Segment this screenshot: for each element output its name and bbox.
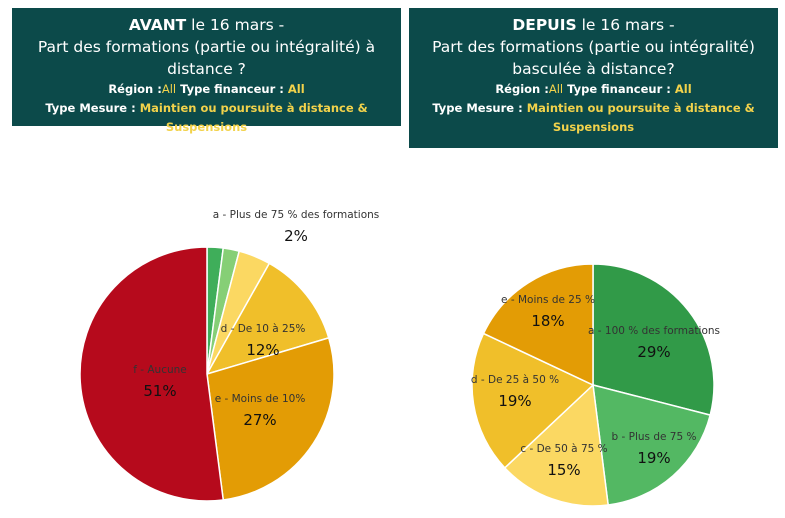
right-mesure-line: Type Mesure : Maintien ou poursuite à di…: [432, 101, 755, 115]
left-mesure-line: Type Mesure : Maintien ou poursuite à di…: [45, 101, 368, 134]
right-region-value[interactable]: All: [548, 82, 564, 96]
right-mesure-value[interactable]: Maintien ou poursuite à distance &: [526, 101, 755, 115]
chart1-slice-1-label: a - Plus de 75 % des formations: [213, 209, 380, 221]
chart2-slice-4-pct: 19%: [498, 392, 531, 410]
right-title-line1: DEPUIS le 16 mars -: [512, 16, 675, 34]
left-region-value[interactable]: All: [161, 82, 177, 96]
chart2-slice-3[interactable]: [503, 383, 610, 507]
left-title-line2: Part des formations (partie ou intégrali…: [37, 38, 376, 56]
chart2-slice-2-label: b - Plus de 75 %: [612, 431, 697, 443]
chart1-slice-1-pct: 2%: [284, 227, 308, 245]
right-chart-header: DEPUIS le 16 mars - Part des formations …: [409, 8, 778, 148]
chart2-slice-1[interactable]: [592, 263, 715, 417]
chart2-slice-1-pct: 29%: [637, 343, 670, 361]
left-title-line3: distance ?: [167, 60, 246, 78]
chart2-slice-1-label: a - 100 % des formations: [588, 325, 720, 337]
chart2-slice-5-pct: 18%: [531, 312, 564, 330]
chart1-slice-4-pct: 12%: [246, 341, 279, 359]
chart2-slice-4-label: d - De 25 à 50 %: [471, 374, 559, 386]
chart2-slice-2-pct: 19%: [637, 449, 670, 467]
left-financeur-value[interactable]: All: [287, 82, 305, 96]
chart1-slice-5-pct: 27%: [243, 411, 276, 429]
chart2-slice-5[interactable]: [482, 263, 594, 387]
chart1-slice-5[interactable]: [206, 336, 335, 501]
chart1-slice-4-label: d - De 10 à 25%: [221, 323, 306, 335]
chart2-slice-3-pct: 15%: [547, 461, 580, 479]
chart1-slice-6-label: f - Aucune: [133, 364, 187, 376]
right-title-line3: basculée à distance?: [512, 60, 675, 78]
left-filter-line: Région :All Type financeur : All: [108, 82, 305, 96]
right-filter-line: Région :All Type financeur : All: [495, 82, 692, 96]
chart2-slice-5-label: e - Moins de 25 %: [501, 294, 595, 306]
chart1-slice-6[interactable]: [79, 246, 225, 502]
chart2-slice-4[interactable]: [471, 332, 595, 469]
right-title-line2: Part des formations (partie ou intégrali…: [432, 38, 755, 56]
chart2-slice-3-label: c - De 50 à 75 %: [520, 443, 607, 455]
chart1-slice-5-label: e - Moins de 10%: [215, 393, 306, 405]
right-mesure-value-cont[interactable]: Suspensions: [552, 120, 635, 134]
chart2-slice-2[interactable]: [592, 383, 712, 506]
left-title-line1: AVANT le 16 mars -: [128, 16, 285, 34]
left-mesure-value[interactable]: Maintien ou poursuite à distance & Suspe…: [139, 101, 368, 134]
right-mesure-line2: Suspensions: [409, 118, 778, 137]
left-chart-header: AVANT le 16 mars - Part des formations (…: [12, 8, 401, 134]
chart1-slice-6-pct: 51%: [143, 382, 176, 400]
right-financeur-value[interactable]: All: [674, 82, 692, 96]
